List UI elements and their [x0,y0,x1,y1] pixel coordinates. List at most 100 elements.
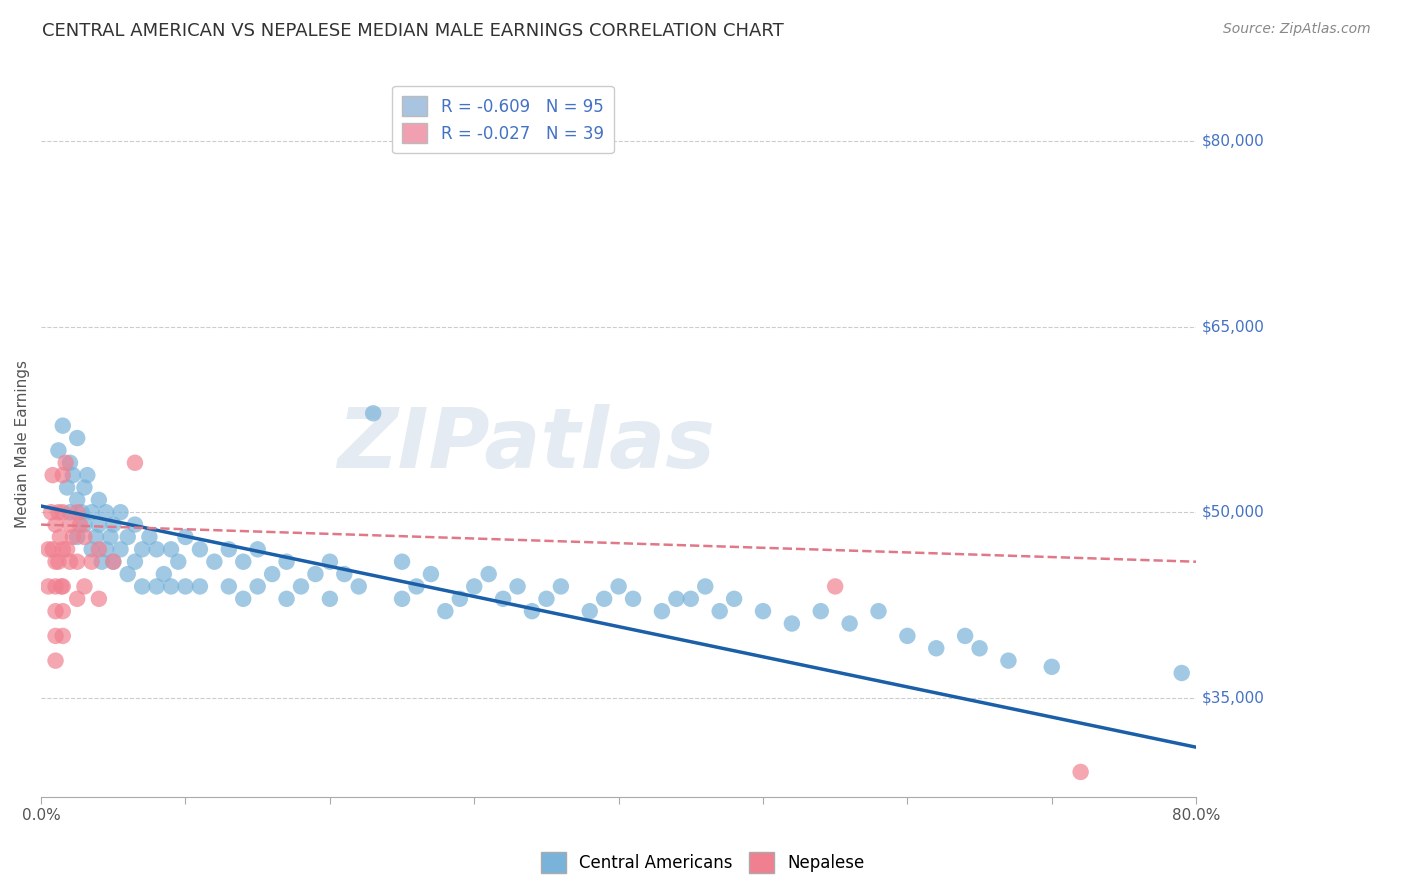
Point [48,505,70,519]
Point [276,555,298,569]
Point [87,542,110,557]
Point [100,530,122,544]
Point [333,567,356,582]
Point [188,542,211,557]
Point [232,555,254,569]
Point [1170,665,1192,680]
Point [131,579,153,593]
Point [66,555,89,569]
Point [478,567,501,582]
Point [66,431,89,445]
Point [52,418,75,433]
Point [52,468,75,483]
Point [103,517,125,532]
Point [69,517,91,532]
Point [45,654,67,668]
Point [73,579,96,593]
Point [160,579,183,593]
Point [174,530,197,544]
Point [87,591,110,606]
Point [37,542,59,557]
Point [59,505,82,519]
Point [810,604,832,618]
Point [621,591,644,606]
Point [145,579,167,593]
Point [174,579,197,593]
Point [780,616,803,631]
Point [48,443,70,458]
Point [49,530,72,544]
Point [290,579,312,593]
Point [80,505,103,519]
Point [66,530,89,544]
Point [449,591,471,606]
Point [752,604,775,618]
Text: CENTRAL AMERICAN VS NEPALESE MEDIAN MALE EARNINGS CORRELATION CHART: CENTRAL AMERICAN VS NEPALESE MEDIAN MALE… [42,22,785,40]
Point [80,555,103,569]
Point [55,456,77,470]
Point [391,591,413,606]
Point [94,505,117,519]
Point [52,542,75,557]
Point [651,604,673,618]
Point [969,641,991,656]
Point [188,579,211,593]
Point [262,567,284,582]
Point [52,629,75,643]
Point [896,629,918,643]
Point [124,517,146,532]
Point [66,505,89,519]
Point [103,555,125,569]
Point [607,579,630,593]
Point [218,579,240,593]
Point [347,579,370,593]
Text: $35,000: $35,000 [1202,690,1265,706]
Legend: R = -0.609   N = 95, R = -0.027   N = 39: R = -0.609 N = 95, R = -0.027 N = 39 [392,86,614,153]
Point [405,579,427,593]
Point [84,530,107,544]
Point [62,530,84,544]
Point [56,542,79,557]
Point [304,567,326,582]
Point [506,579,529,593]
Point [824,579,846,593]
Point [110,505,132,519]
Point [39,505,62,519]
Point [45,604,67,618]
Point [153,567,176,582]
Point [868,604,890,618]
Point [110,542,132,557]
Point [45,555,67,569]
Point [593,591,616,606]
Point [52,579,75,593]
Point [1070,764,1092,779]
Point [45,579,67,593]
Point [59,555,82,569]
Point [391,555,413,569]
Point [361,406,384,420]
Point [41,468,63,483]
Point [520,604,543,618]
Point [73,517,96,532]
Point [66,492,89,507]
Point [124,456,146,470]
Point [138,530,160,544]
Point [246,579,269,593]
Legend: Central Americans, Nepalese: Central Americans, Nepalese [534,846,872,880]
Text: ZIPatlas: ZIPatlas [337,404,716,484]
Point [997,654,1019,668]
Point [167,555,190,569]
Point [117,567,139,582]
Point [160,542,183,557]
Point [48,555,70,569]
Point [463,579,485,593]
Point [45,517,67,532]
Point [145,542,167,557]
Point [695,579,717,593]
Point [536,591,558,606]
Point [52,604,75,618]
Point [319,555,342,569]
Point [276,591,298,606]
Point [131,542,153,557]
Point [665,591,688,606]
